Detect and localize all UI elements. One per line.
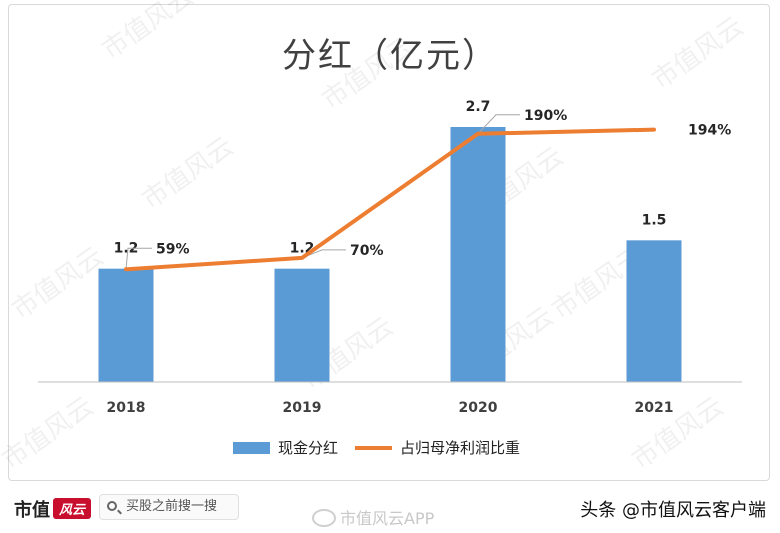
bar-2020 (450, 127, 506, 382)
bar-2019 (274, 268, 330, 382)
legend-swatch-bar (233, 442, 270, 454)
search-icon (107, 501, 117, 511)
line-label-2020: 190% (524, 108, 567, 124)
x-tick-2020: 2020 (459, 400, 498, 416)
watermark-text: 市值风云 (97, 0, 199, 66)
legend-label-line: 占归母净利润比重 (400, 439, 520, 457)
search-placeholder: 买股之前搜一搜 (126, 499, 218, 514)
leader-line-2020 (477, 114, 520, 135)
weibo-text: 市值风云APP (340, 509, 435, 528)
line-label-2018: 59% (156, 241, 190, 257)
bar-label-2018: 1.2 (114, 241, 139, 257)
x-tick-2019: 2019 (283, 400, 322, 416)
logo-mark: 风云 (53, 498, 92, 519)
brand-logo[interactable]: 市值 风云 (14, 496, 92, 522)
weibo-watermark: 市值风云APP (312, 505, 434, 529)
line-label-2021: 194% (688, 123, 731, 139)
weibo-icon (312, 509, 336, 527)
x-tick-2021: 2021 (635, 400, 674, 416)
source-credit: 头条 @市值风云客户端 (580, 500, 766, 521)
logo-text: 市值 (14, 500, 50, 521)
search-input[interactable]: 买股之前搜一搜 (99, 494, 239, 520)
watermark-text: 市值风云 (647, 11, 749, 95)
line-label-2019: 70% (350, 243, 384, 259)
series-line-payout-ratio (124, 127, 656, 272)
watermark-text: 市值风云 (0, 391, 99, 475)
chart-title: 分红（亿元） (282, 36, 498, 76)
watermark-text: 市值风云 (317, 31, 419, 115)
leader-line-2018 (125, 247, 152, 270)
x-tick-2018: 2018 (107, 400, 146, 416)
legend-label-bar: 现金分红 (278, 439, 338, 457)
watermark-text: 市值风云 (7, 241, 109, 325)
bar-2018 (98, 268, 154, 382)
bar-label-2021: 1.5 (642, 212, 667, 228)
watermark-text: 市值风云 (137, 131, 239, 215)
bar-label-2020: 2.7 (466, 99, 491, 115)
bar-2021 (626, 240, 682, 382)
